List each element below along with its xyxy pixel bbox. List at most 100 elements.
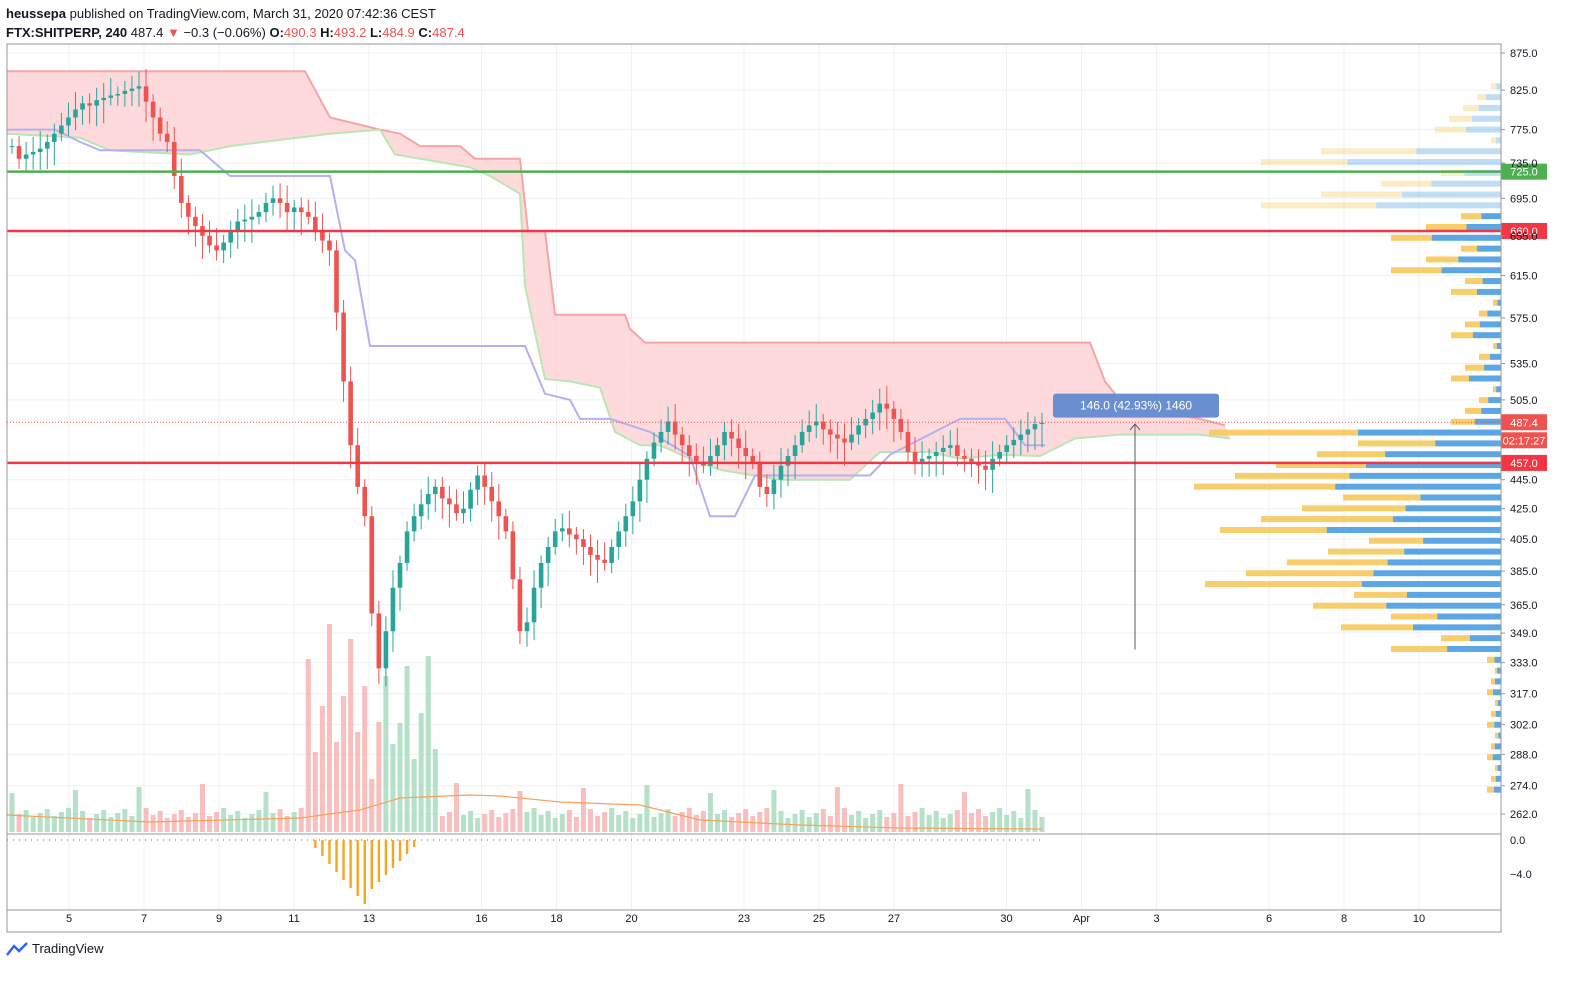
osc-bar bbox=[328, 840, 331, 864]
candle-down bbox=[595, 554, 600, 560]
vp-buy-bar bbox=[1497, 299, 1501, 306]
osc-bar bbox=[398, 840, 402, 861]
osc-bar bbox=[370, 840, 373, 889]
vp-buy-bar bbox=[1349, 472, 1501, 479]
volume-bar bbox=[961, 792, 967, 832]
vp-buy-bar bbox=[1326, 526, 1501, 533]
vp-buy-bar bbox=[1404, 548, 1501, 555]
volume-bar bbox=[390, 744, 396, 832]
volume-bar bbox=[475, 818, 481, 832]
time-tick-label: 5 bbox=[66, 913, 72, 925]
vp-buy-bar bbox=[1481, 407, 1501, 414]
candle-down bbox=[764, 486, 770, 495]
volume-bar bbox=[531, 808, 537, 832]
price-tick-label: 262.0 bbox=[1510, 809, 1538, 821]
publisher-name[interactable]: heussepa bbox=[6, 6, 66, 21]
volume-bar bbox=[87, 818, 93, 832]
vp-buy-bar bbox=[1494, 656, 1501, 663]
vp-buy-bar bbox=[1479, 321, 1501, 328]
vp-buy-bar bbox=[1441, 267, 1501, 274]
candle-up bbox=[531, 587, 537, 623]
time-tick-label: 13 bbox=[363, 913, 375, 925]
candle-down bbox=[306, 212, 311, 217]
candle-down bbox=[757, 461, 763, 487]
plot-frame bbox=[6, 43, 1502, 933]
volume-bar bbox=[813, 813, 819, 832]
vp-sell-bar bbox=[1341, 624, 1413, 631]
price-tick-label: 302.0 bbox=[1510, 719, 1538, 731]
candle-up bbox=[136, 86, 142, 89]
open-value: 490.3 bbox=[283, 25, 317, 40]
volume-bar bbox=[44, 809, 50, 832]
candle-up bbox=[242, 219, 248, 222]
time-tick-label: 8 bbox=[1341, 913, 1347, 925]
vp-sell-bar bbox=[1302, 505, 1406, 512]
volume-bar bbox=[432, 749, 438, 832]
candle-up bbox=[665, 421, 671, 432]
vp-sell-bar bbox=[1235, 472, 1350, 479]
candle-down bbox=[482, 475, 487, 487]
vp-buy-bar bbox=[1458, 256, 1501, 263]
price-tick-label: 775.0 bbox=[1510, 125, 1538, 137]
volume-bar bbox=[9, 793, 15, 832]
volume-bar bbox=[665, 809, 671, 832]
volume-bar bbox=[249, 814, 255, 832]
candle-down bbox=[447, 498, 452, 505]
senkou-span-a bbox=[6, 128, 1231, 481]
volume-bar bbox=[326, 624, 332, 832]
candle-up bbox=[221, 242, 226, 251]
symbol-label[interactable]: FTX:SHITPERP, 240 bbox=[6, 25, 128, 40]
countdown-tag bbox=[1501, 432, 1547, 449]
candle-up bbox=[870, 412, 875, 419]
vp-buy-bar bbox=[1357, 429, 1501, 436]
volume-bar bbox=[228, 815, 234, 832]
volume-bar bbox=[580, 788, 586, 832]
vp-buy-bar bbox=[1471, 115, 1501, 122]
candle-down bbox=[567, 528, 572, 535]
volume-bar bbox=[270, 813, 276, 832]
volume-bar bbox=[30, 817, 36, 832]
volume-bar bbox=[489, 810, 495, 832]
vp-buy-bar bbox=[1335, 483, 1501, 490]
vp-buy-bar bbox=[1490, 353, 1501, 360]
vp-sell-bar bbox=[1487, 786, 1494, 793]
vp-sell-bar bbox=[1220, 526, 1327, 533]
osc-bar bbox=[314, 840, 317, 848]
candle-down bbox=[835, 434, 840, 439]
candle-down bbox=[743, 447, 748, 457]
candle-up bbox=[44, 141, 50, 149]
vp-sell-bar bbox=[1209, 429, 1358, 436]
vp-sell-bar bbox=[1451, 288, 1477, 295]
volume-bar bbox=[933, 811, 939, 832]
vp-sell-bar bbox=[1491, 775, 1496, 782]
candle-down bbox=[157, 117, 163, 134]
vp-sell-bar bbox=[1451, 375, 1469, 382]
volume-bar bbox=[319, 706, 325, 832]
candle-down bbox=[341, 312, 346, 382]
candle-down bbox=[828, 429, 833, 435]
candle-down bbox=[955, 445, 960, 457]
candle-up bbox=[799, 431, 805, 446]
vp-sell-bar bbox=[1479, 397, 1489, 404]
cloud-area bbox=[7, 71, 1230, 480]
candle-down bbox=[143, 86, 149, 102]
candle-up bbox=[1018, 434, 1024, 440]
volume-bar bbox=[277, 809, 283, 832]
ohlc-line: FTX:SHITPERP, 240 487.4 ▼ −0.3 (−0.06%) … bbox=[6, 23, 465, 42]
candle-down bbox=[842, 438, 847, 443]
price-tick-label: 317.0 bbox=[1510, 689, 1538, 701]
hline-price-label: 725.0 bbox=[1510, 167, 1538, 179]
volume-bar bbox=[510, 809, 516, 832]
candle-up bbox=[1025, 429, 1031, 435]
candle-down bbox=[298, 207, 304, 213]
volume-bar bbox=[884, 817, 890, 832]
high-label: H: bbox=[320, 25, 334, 40]
price-tick-label: 385.0 bbox=[1510, 566, 1538, 578]
volume-bar bbox=[369, 779, 375, 832]
price-tick-label: 505.0 bbox=[1510, 395, 1538, 407]
footer-brand[interactable]: TradingView bbox=[32, 941, 104, 956]
volume-bar bbox=[863, 818, 869, 832]
volume-bar bbox=[559, 814, 565, 832]
vp-buy-bar bbox=[1406, 591, 1501, 598]
